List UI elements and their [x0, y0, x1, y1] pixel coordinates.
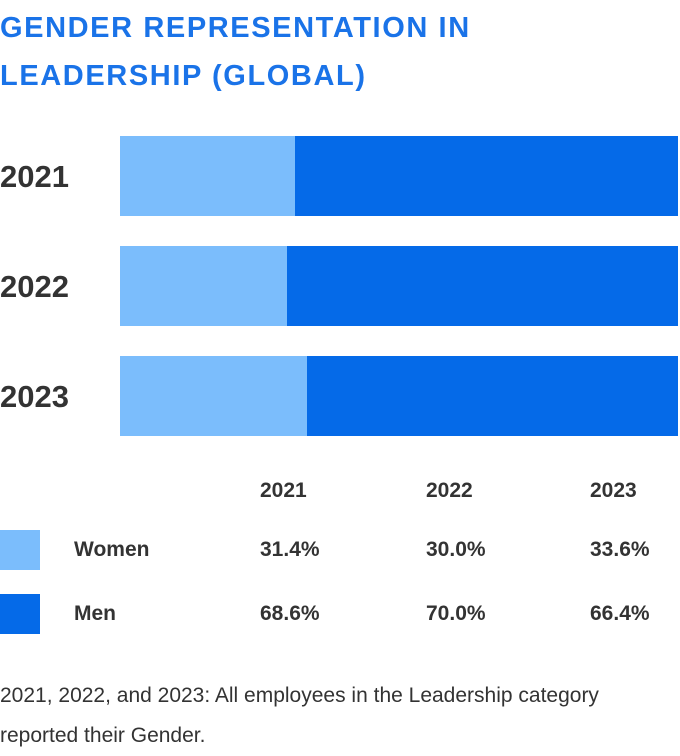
table-cell: 66.4% [590, 602, 650, 625]
bar-chart: 2021 2022 2023 [0, 130, 680, 450]
bar-2023 [120, 356, 678, 436]
bar-segment-men-2022 [287, 246, 678, 326]
men-swatch [0, 594, 40, 634]
year-label-2021: 2021 [0, 159, 69, 194]
column-header: 2023 [590, 479, 637, 502]
bar-segment-men-2023 [307, 356, 678, 436]
table-row-women: Women 31.4% 30.0% 33.6% [0, 530, 680, 570]
table-cell: 31.4% [260, 538, 320, 561]
bar-segment-women-2021 [120, 136, 296, 216]
bar-segment-women-2022 [120, 246, 288, 326]
bar-2021 [120, 136, 678, 216]
year-label-2023: 2023 [0, 379, 69, 414]
bar-segment-women-2023 [120, 356, 308, 436]
table-cell: 68.6% [260, 602, 320, 625]
table-cell: 70.0% [426, 602, 486, 625]
women-swatch [0, 530, 40, 570]
row-label: Men [74, 602, 116, 625]
bar-2022 [120, 246, 678, 326]
table-cell: 33.6% [590, 538, 650, 561]
column-header: 2022 [426, 479, 473, 502]
chart-title: GENDER REPRESENTATION IN LEADERSHIP (GLO… [0, 12, 471, 92]
year-label-2022: 2022 [0, 269, 69, 304]
column-header: 2021 [260, 479, 307, 502]
row-label: Women [74, 538, 150, 561]
table-row-men: Men 68.6% 70.0% 66.4% [0, 594, 680, 634]
footnote: 2021, 2022, and 2023: All employees in t… [0, 684, 599, 747]
table-cell: 30.0% [426, 538, 486, 561]
bar-segment-men-2021 [295, 136, 678, 216]
